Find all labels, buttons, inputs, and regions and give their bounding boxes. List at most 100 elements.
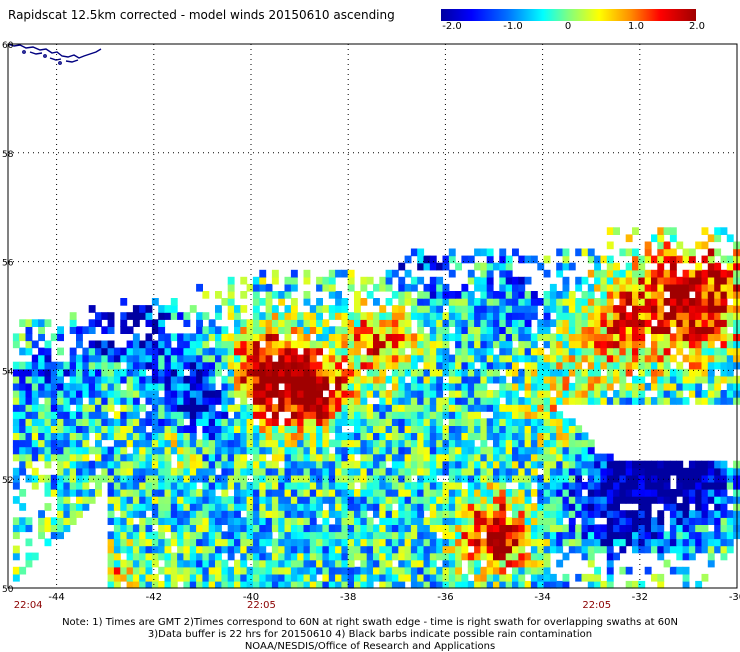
wind-cell bbox=[455, 361, 462, 370]
wind-cell bbox=[271, 566, 279, 575]
wind-cell bbox=[271, 319, 279, 327]
wind-cell bbox=[669, 566, 677, 575]
wind-cell bbox=[227, 347, 235, 356]
wind-cell bbox=[158, 361, 166, 370]
wind-cell bbox=[284, 573, 292, 582]
wind-cell bbox=[303, 375, 311, 384]
wind-cell bbox=[543, 298, 551, 306]
wind-cell bbox=[145, 467, 153, 476]
wind-cell bbox=[486, 531, 494, 540]
wind-cell bbox=[644, 347, 652, 356]
wind-cell bbox=[682, 467, 690, 476]
wind-cell bbox=[151, 361, 159, 370]
wind-cell bbox=[88, 496, 96, 504]
wind-cell bbox=[347, 439, 355, 448]
wind-cell bbox=[284, 425, 292, 433]
wind-cell bbox=[606, 298, 614, 306]
wind-cell bbox=[562, 291, 570, 299]
wind-cell bbox=[227, 368, 235, 377]
wind-cell bbox=[474, 432, 481, 441]
wind-cell bbox=[303, 312, 311, 320]
wind-cell bbox=[246, 375, 254, 384]
wind-cell bbox=[562, 276, 570, 285]
wind-cell bbox=[189, 305, 197, 313]
wind-cell bbox=[227, 340, 235, 349]
wind-cell bbox=[480, 580, 488, 589]
wind-cell bbox=[290, 580, 298, 589]
wind-cell bbox=[549, 291, 557, 299]
wind-cell bbox=[537, 453, 545, 462]
wind-cell bbox=[183, 375, 191, 384]
wind-cell bbox=[88, 425, 96, 433]
wind-cell bbox=[486, 248, 494, 257]
wind-cell bbox=[246, 510, 254, 518]
wind-cell bbox=[638, 489, 646, 497]
wind-cell bbox=[429, 460, 437, 469]
wind-cell bbox=[474, 404, 481, 412]
wind-cell bbox=[688, 248, 696, 257]
wind-cell bbox=[95, 411, 102, 419]
wind-cell bbox=[101, 390, 109, 398]
wind-cell bbox=[493, 305, 500, 313]
wind-cell bbox=[373, 404, 380, 412]
wind-cell bbox=[240, 340, 248, 349]
wind-cell bbox=[657, 234, 665, 243]
wind-cell bbox=[379, 503, 387, 511]
wind-cell bbox=[575, 283, 583, 292]
wind-cell bbox=[234, 524, 241, 533]
wind-cell bbox=[341, 446, 349, 455]
wind-cell bbox=[480, 269, 488, 278]
wind-cell bbox=[461, 354, 469, 363]
wind-cell bbox=[227, 418, 235, 426]
wind-cell bbox=[707, 517, 715, 525]
wind-cell bbox=[44, 517, 52, 525]
wind-cell bbox=[568, 545, 576, 554]
wind-cell bbox=[252, 333, 260, 342]
wind-cell bbox=[562, 255, 570, 264]
wind-cell bbox=[234, 446, 241, 455]
wind-cell bbox=[575, 333, 583, 342]
wind-cell bbox=[328, 573, 336, 582]
wind-cell bbox=[524, 291, 532, 299]
wind-cell bbox=[600, 460, 608, 469]
wind-cell bbox=[442, 425, 450, 433]
wind-cell bbox=[227, 361, 235, 370]
wind-cell bbox=[619, 524, 627, 533]
time-label-1: 22:04 bbox=[13, 600, 43, 611]
wind-cell bbox=[354, 305, 361, 313]
wind-cell bbox=[423, 489, 431, 497]
wind-cell bbox=[177, 404, 184, 412]
wind-cell bbox=[309, 559, 317, 568]
wind-cell bbox=[354, 580, 361, 589]
wind-cell bbox=[606, 255, 614, 264]
wind-cell bbox=[88, 446, 96, 455]
wind-cell bbox=[189, 333, 197, 342]
wind-cell bbox=[240, 291, 248, 299]
wind-cell bbox=[151, 432, 159, 441]
wind-cell bbox=[436, 439, 444, 448]
wind-cell bbox=[391, 347, 399, 356]
wind-cell bbox=[486, 517, 494, 525]
wind-cell bbox=[461, 382, 469, 391]
wind-cell bbox=[240, 496, 248, 504]
wind-cell bbox=[189, 531, 197, 540]
wind-cell bbox=[120, 531, 128, 540]
wind-cell bbox=[632, 545, 639, 554]
wind-cell bbox=[145, 474, 153, 483]
wind-cell bbox=[701, 524, 709, 533]
wind-cell bbox=[651, 531, 658, 540]
wind-cell bbox=[151, 298, 159, 306]
wind-cell bbox=[265, 580, 273, 589]
wind-cell bbox=[265, 326, 273, 334]
wind-cell bbox=[417, 460, 425, 469]
wind-cell bbox=[467, 354, 475, 363]
wind-cell bbox=[189, 573, 197, 582]
wind-cell bbox=[651, 382, 658, 391]
wind-cell bbox=[499, 291, 507, 299]
wind-cell bbox=[606, 347, 614, 356]
wind-cell bbox=[215, 552, 222, 561]
wind-cell bbox=[543, 432, 551, 441]
wind-cell bbox=[158, 305, 166, 313]
wind-cell bbox=[562, 347, 570, 356]
wind-cell bbox=[474, 467, 481, 476]
